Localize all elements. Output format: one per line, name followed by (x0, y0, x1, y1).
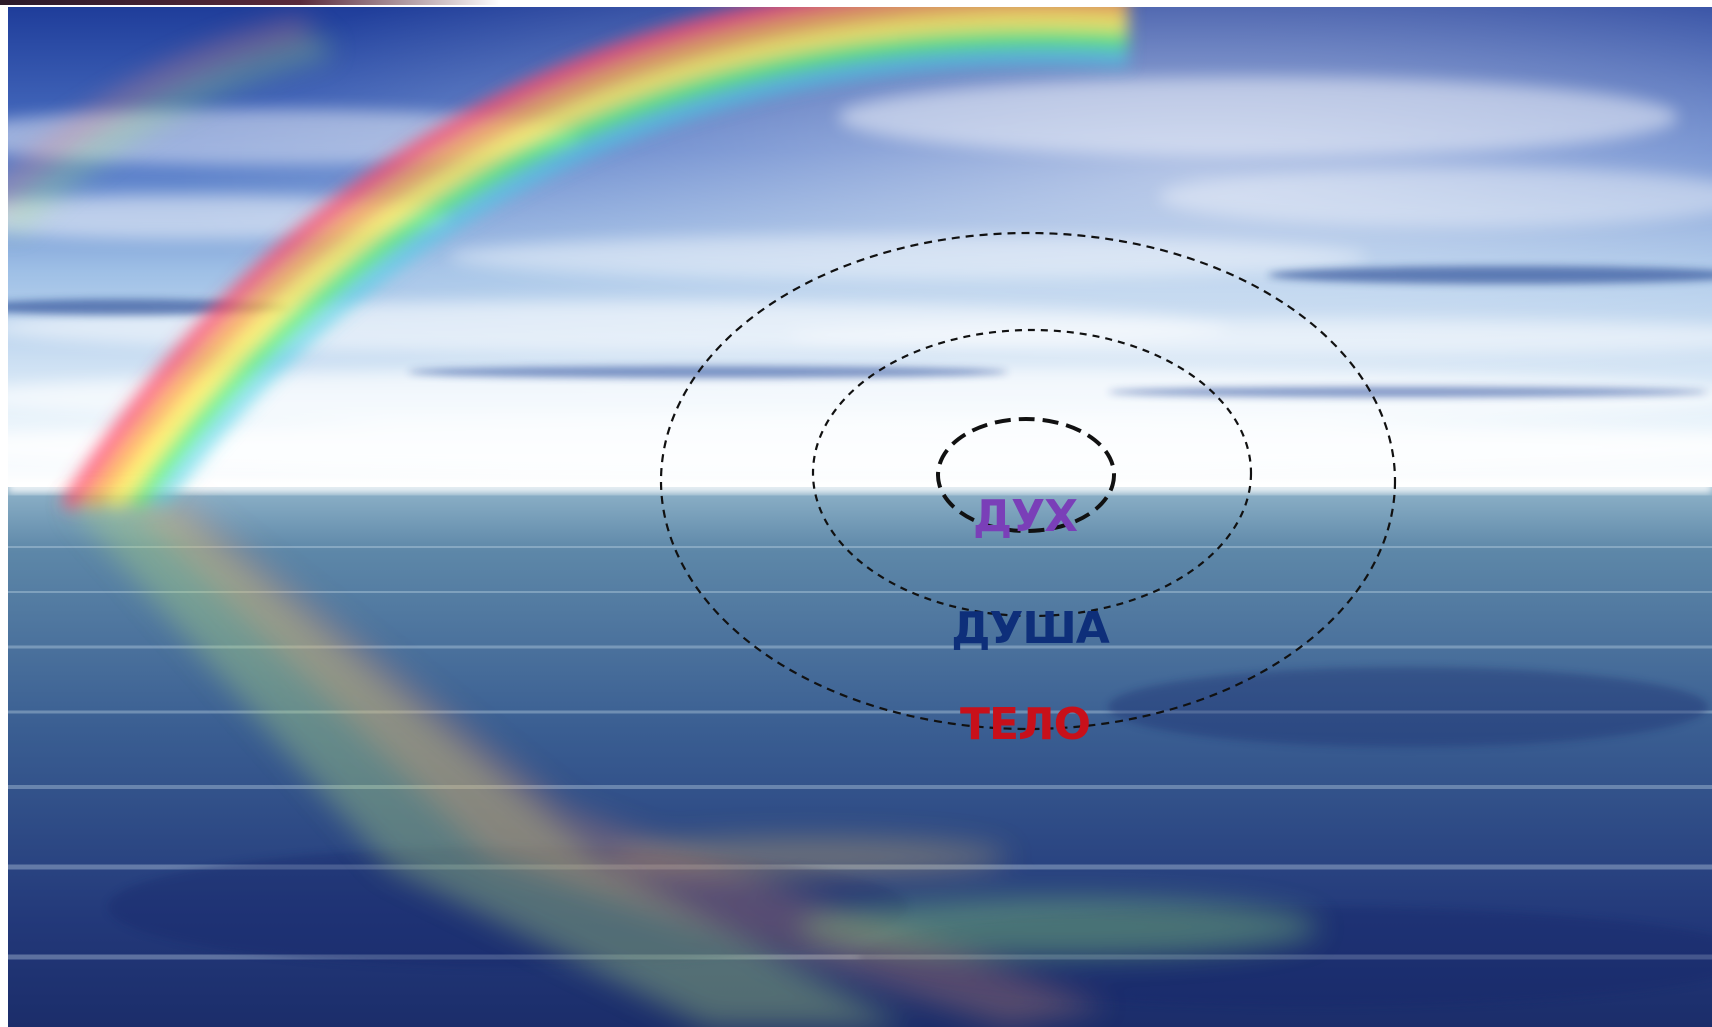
inner-ellipse (936, 417, 1116, 533)
rainbow-reflection (68, 502, 1318, 1027)
body-label: ТЕЛО (959, 699, 1091, 750)
cloud-streaks (8, 77, 1712, 475)
rainbow (60, 7, 1129, 513)
top-border-accent (0, 0, 500, 5)
soul-label: ДУША (951, 603, 1110, 654)
top-border (0, 0, 1712, 7)
background-image: ДУХ ДУША ТЕЛО (8, 7, 1712, 1027)
landscape-illustration (8, 7, 1712, 1027)
middle-ellipse (811, 328, 1253, 618)
spirit-label: ДУХ (972, 491, 1078, 542)
outer-ellipse (659, 231, 1397, 731)
